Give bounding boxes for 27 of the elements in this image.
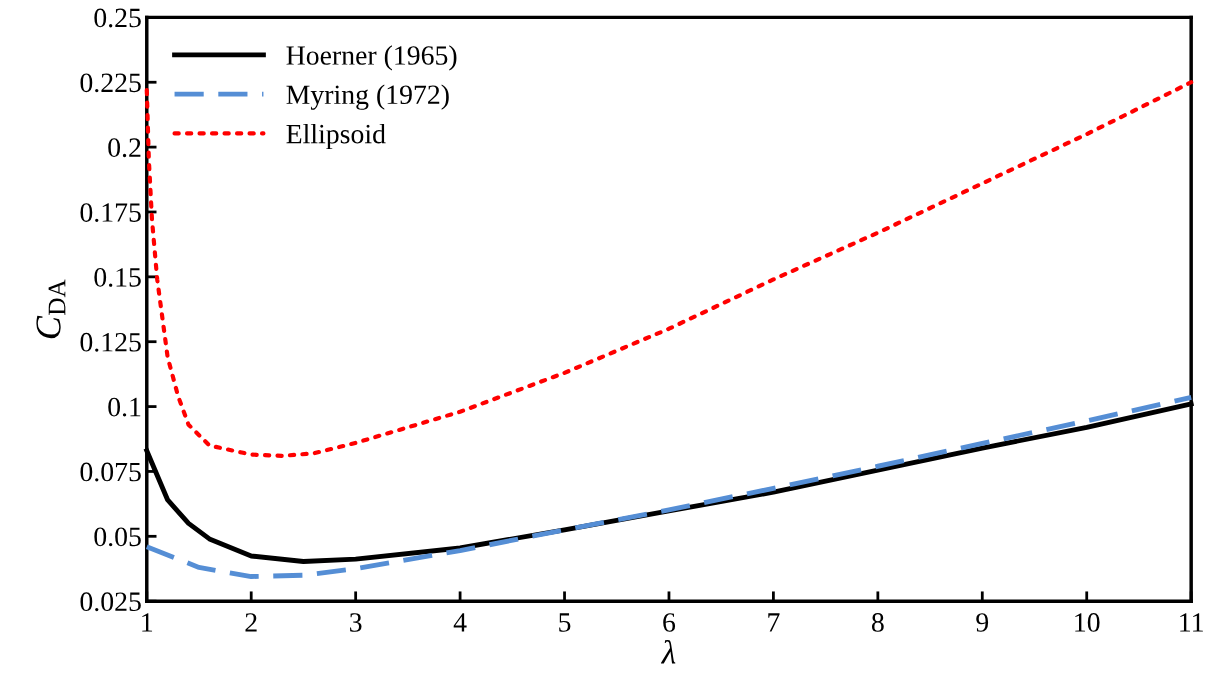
x-tick-label: 8 — [871, 613, 884, 632]
x-tick-label: 4 — [453, 613, 467, 632]
y-tick-label: 0.15 — [94, 268, 141, 287]
x-tick-label: 6 — [663, 613, 676, 632]
x-tick-label: 11 — [1180, 613, 1203, 632]
legend-label: Ellipsoid — [286, 123, 386, 150]
y-axis-title: C$_{DA}$ — [36, 279, 66, 339]
legend-label: Myring (1972) — [286, 84, 449, 110]
x-tick-label: 1 — [142, 613, 153, 632]
legend-label: Hoerner (1965) — [286, 45, 457, 71]
y-tick-label: 0.1 — [108, 397, 141, 417]
y-tick-label: 0.25 — [94, 8, 141, 28]
x-tick-label: 7 — [768, 613, 780, 632]
y-tick-label: 0.175 — [80, 203, 141, 223]
x-tick-label: 9 — [976, 613, 989, 632]
line-series — [144, 80, 1194, 458]
x-tick-label: 3 — [350, 613, 362, 632]
x-tick-label: 2 — [245, 613, 257, 632]
y-tick-label: 0.05 — [94, 527, 141, 547]
y-tick-label: 0.125 — [80, 332, 141, 352]
x-tick-label: 5 — [559, 613, 571, 632]
x-tick-label: 10 — [1075, 613, 1100, 632]
y-tick-label: 0.225 — [80, 73, 141, 93]
y-tick-label: 0.075 — [80, 462, 141, 482]
y-tick-label: 0.2 — [108, 138, 141, 158]
x-axis-title: λ — [660, 639, 676, 664]
y-tick-label: 0.025 — [80, 592, 141, 612]
